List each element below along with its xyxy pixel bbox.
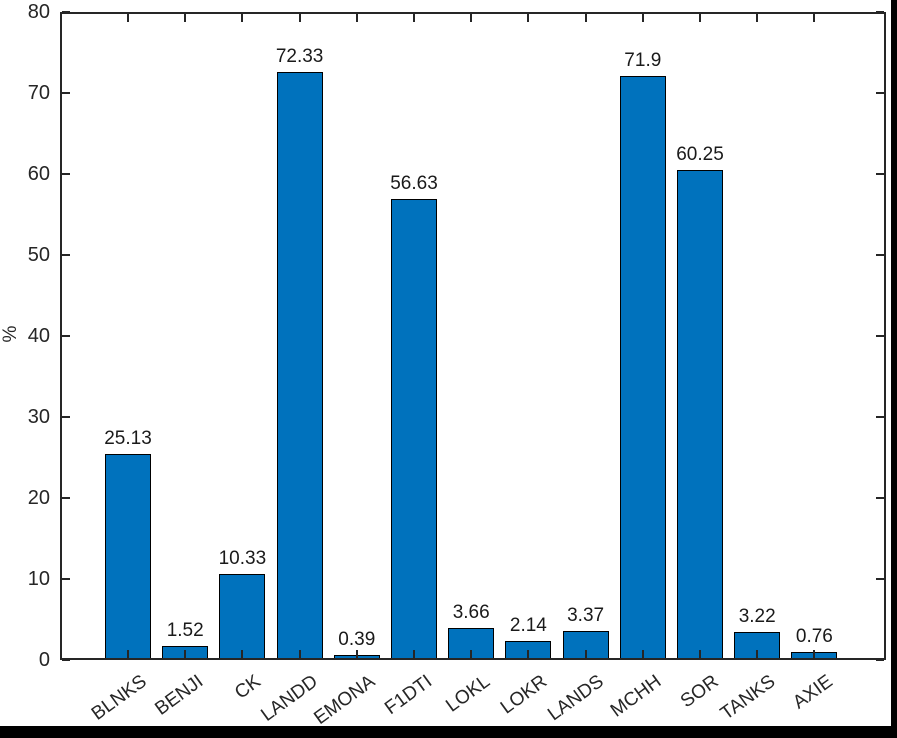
y-tick-label: 80: [27, 1, 50, 23]
y-tick-label: 40: [27, 325, 50, 347]
y-tick-label: 70: [27, 82, 50, 104]
x-tick: [298, 14, 301, 22]
y-tick: [876, 92, 884, 94]
y-tick: [62, 578, 70, 580]
y-tick: [876, 659, 884, 661]
bar: [505, 640, 552, 658]
x-tick: [584, 650, 587, 658]
x-tick-label: F1DTI: [381, 671, 437, 720]
x-tick: [641, 14, 644, 22]
x-tick-label: LANDS: [544, 671, 608, 726]
x-tick: [127, 650, 129, 658]
y-tick: [62, 497, 70, 499]
x-tick: [127, 14, 129, 22]
x-tick-label: CK: [231, 671, 265, 704]
x-tick: [355, 650, 358, 658]
bar-value-label: 3.37: [567, 604, 605, 626]
x-tick: [470, 14, 473, 22]
bar: [391, 199, 437, 658]
y-tick: [62, 335, 70, 337]
x-tick: [527, 650, 530, 658]
bar-value-label: 3.22: [738, 605, 776, 627]
y-tick: [62, 254, 70, 256]
y-tick-label: 0: [38, 649, 50, 671]
x-tick: [813, 14, 816, 22]
y-tick: [876, 11, 884, 13]
y-tick: [62, 92, 70, 94]
x-tick: [241, 14, 244, 22]
x-tick: [641, 650, 644, 658]
x-tick-label: LOKL: [441, 671, 494, 717]
y-tick: [62, 416, 70, 418]
x-tick-label: BENJI: [151, 671, 208, 720]
y-tick: [876, 416, 884, 418]
bar-value-label: 56.63: [390, 173, 438, 195]
window-border-right: [891, 0, 897, 738]
y-tick-label: 10: [27, 568, 50, 590]
bar-value-label: 71.9: [624, 49, 662, 71]
y-tick: [876, 497, 884, 499]
x-tick: [813, 650, 816, 658]
bar-value-label: 0.39: [338, 628, 376, 650]
bar: [619, 75, 666, 658]
x-tick: [699, 14, 701, 22]
bar-value-label: 25.13: [104, 428, 152, 450]
bar: [276, 72, 323, 658]
y-tick-label: 20: [27, 487, 50, 509]
y-tick-label: 50: [27, 244, 50, 266]
y-tick: [876, 335, 884, 337]
y-tick: [62, 659, 70, 661]
bar-value-label: 72.33: [275, 46, 324, 68]
x-tick-label: EMONA: [310, 671, 380, 729]
x-tick: [413, 650, 415, 658]
y-tick: [62, 11, 70, 13]
bar: [219, 574, 266, 658]
x-tick-label: AXIE: [789, 671, 837, 714]
x-tick: [413, 14, 415, 22]
y-tick-label: 30: [27, 406, 50, 428]
bar: [677, 169, 723, 658]
y-tick: [876, 254, 884, 256]
x-tick: [184, 14, 187, 22]
x-tick: [756, 14, 759, 22]
x-tick-label: BLNKS: [87, 671, 151, 725]
bar-value-label: 60.25: [676, 143, 724, 165]
x-tick: [470, 650, 473, 658]
x-tick: [184, 650, 187, 658]
x-tick: [298, 650, 301, 658]
bar-value-label: 1.52: [166, 619, 204, 641]
bar-value-label: 3.66: [452, 602, 490, 624]
x-tick-label: TANKS: [717, 671, 780, 725]
x-tick: [756, 650, 759, 658]
x-tick: [527, 14, 530, 22]
x-tick: [584, 14, 587, 22]
x-tick-label: MCHH: [606, 671, 666, 722]
bar-value-label: 0.76: [795, 625, 833, 647]
y-tick-label: 60: [27, 163, 50, 185]
x-tick: [241, 650, 244, 658]
y-axis-label: %: [0, 325, 21, 343]
x-tick: [699, 650, 701, 658]
y-tick: [876, 173, 884, 175]
bar: [105, 454, 151, 658]
x-tick-label: LOKR: [496, 671, 551, 719]
bar-value-label: 2.14: [509, 614, 547, 636]
y-tick: [876, 578, 884, 580]
window-border-bottom: [0, 726, 897, 738]
bar-value-label: 10.33: [218, 548, 267, 570]
x-tick: [355, 14, 358, 22]
plot-area: [60, 12, 886, 660]
y-tick: [62, 173, 70, 175]
x-tick-label: LANDD: [257, 671, 322, 726]
